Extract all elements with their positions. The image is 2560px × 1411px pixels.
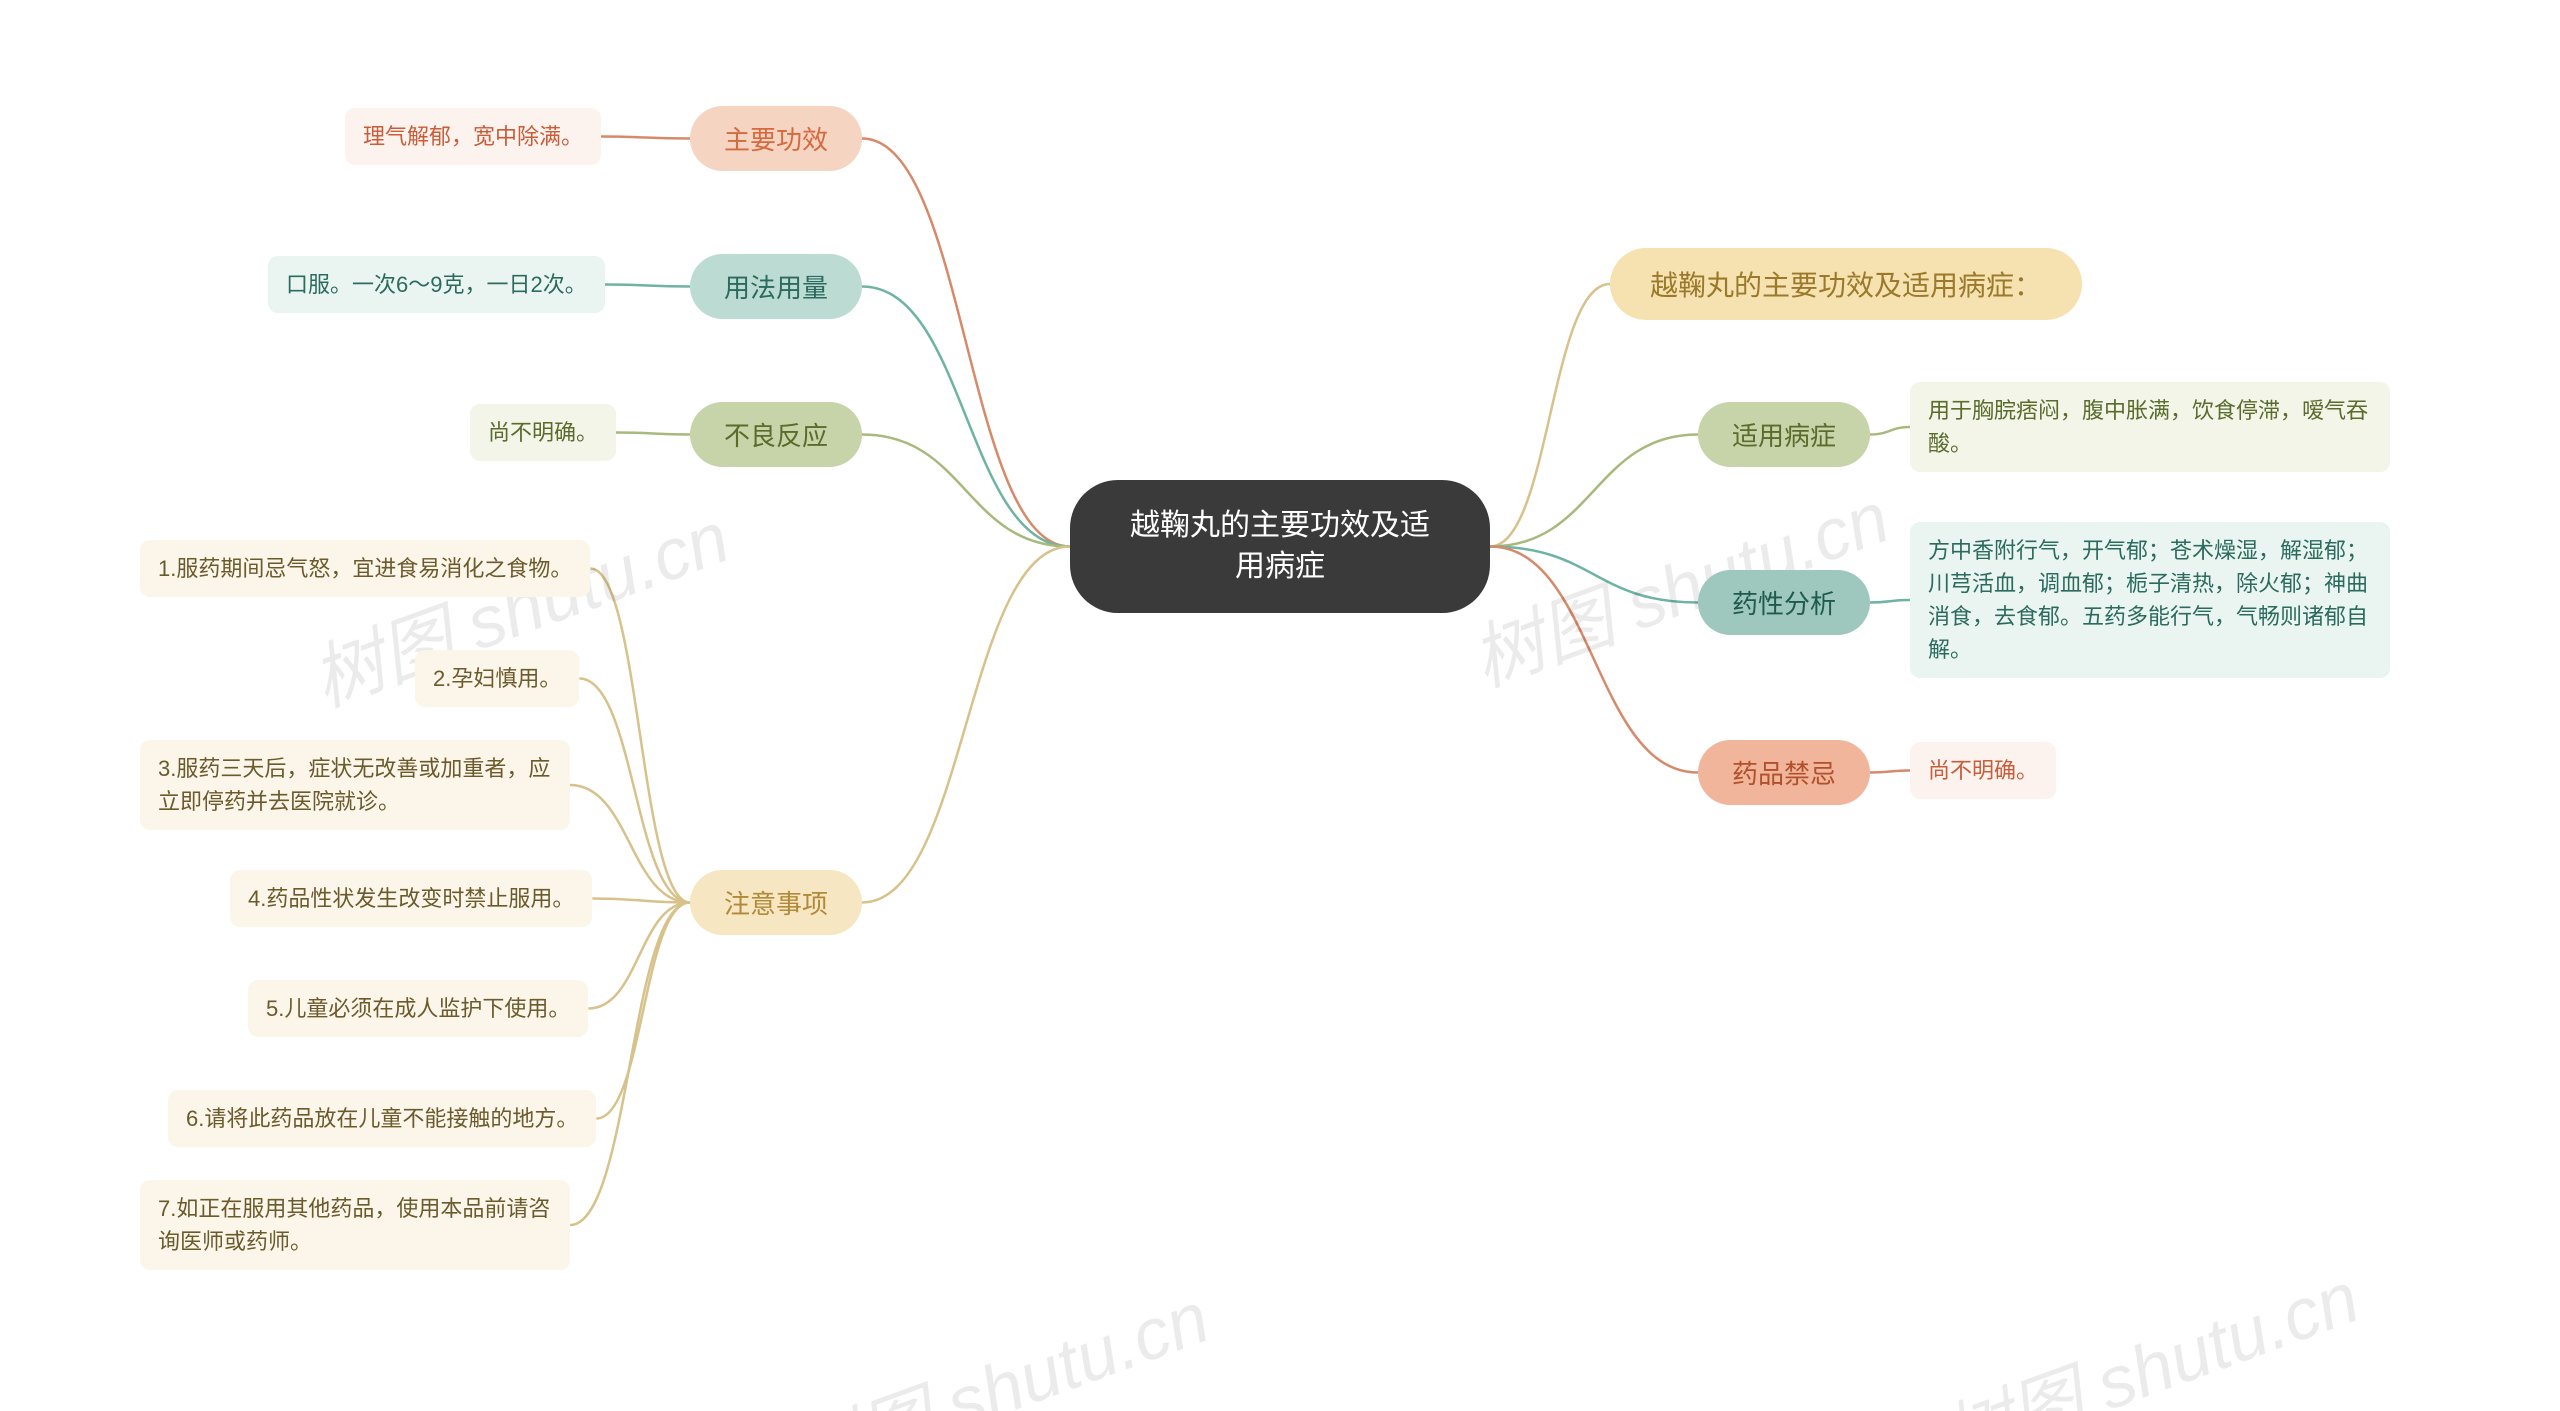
leaf-efficacy: 理气解郁，宽中除满。 — [345, 108, 601, 165]
leaf-adverse: 尚不明确。 — [470, 404, 616, 461]
root-node[interactable]: 越鞠丸的主要功效及适用病症 — [1070, 480, 1490, 613]
leaf-contra: 尚不明确。 — [1910, 742, 2056, 799]
branch-summary[interactable]: 越鞠丸的主要功效及适用病症： — [1610, 248, 2082, 320]
branch-contra[interactable]: 药品禁忌 — [1698, 740, 1870, 805]
branch-analysis[interactable]: 药性分析 — [1698, 570, 1870, 635]
leaf-caution: 6.请将此药品放在儿童不能接触的地方。 — [168, 1090, 596, 1147]
branch-adverse[interactable]: 不良反应 — [690, 402, 862, 467]
leaf-caution: 7.如正在服用其他药品，使用本品前请咨询医师或药师。 — [140, 1180, 570, 1270]
leaf-caution: 4.药品性状发生改变时禁止服用。 — [230, 870, 592, 927]
leaf-caution: 3.服药三天后，症状无改善或加重者，应立即停药并去医院就诊。 — [140, 740, 570, 830]
leaf-dosage: 口服。一次6～9克，一日2次。 — [268, 256, 605, 313]
leaf-caution: 1.服药期间忌气怒，宜进食易消化之食物。 — [140, 540, 590, 597]
leaf-caution: 2.孕妇慎用。 — [415, 650, 579, 707]
leaf-indication: 用于胸脘痞闷，腹中胀满，饮食停滞，嗳气吞酸。 — [1910, 382, 2390, 472]
branch-dosage[interactable]: 用法用量 — [690, 254, 862, 319]
leaf-caution: 5.儿童必须在成人监护下使用。 — [248, 980, 588, 1037]
watermark: 树图 shutu.cn — [1925, 1239, 2371, 1411]
branch-caution[interactable]: 注意事项 — [690, 870, 862, 935]
watermark: 树图 shutu.cn — [775, 1259, 1221, 1411]
branch-efficacy[interactable]: 主要功效 — [690, 106, 862, 171]
leaf-analysis: 方中香附行气，开气郁；苍术燥湿，解湿郁；川芎活血，调血郁；栀子清热，除火郁；神曲… — [1910, 522, 2390, 678]
branch-indication[interactable]: 适用病症 — [1698, 402, 1870, 467]
